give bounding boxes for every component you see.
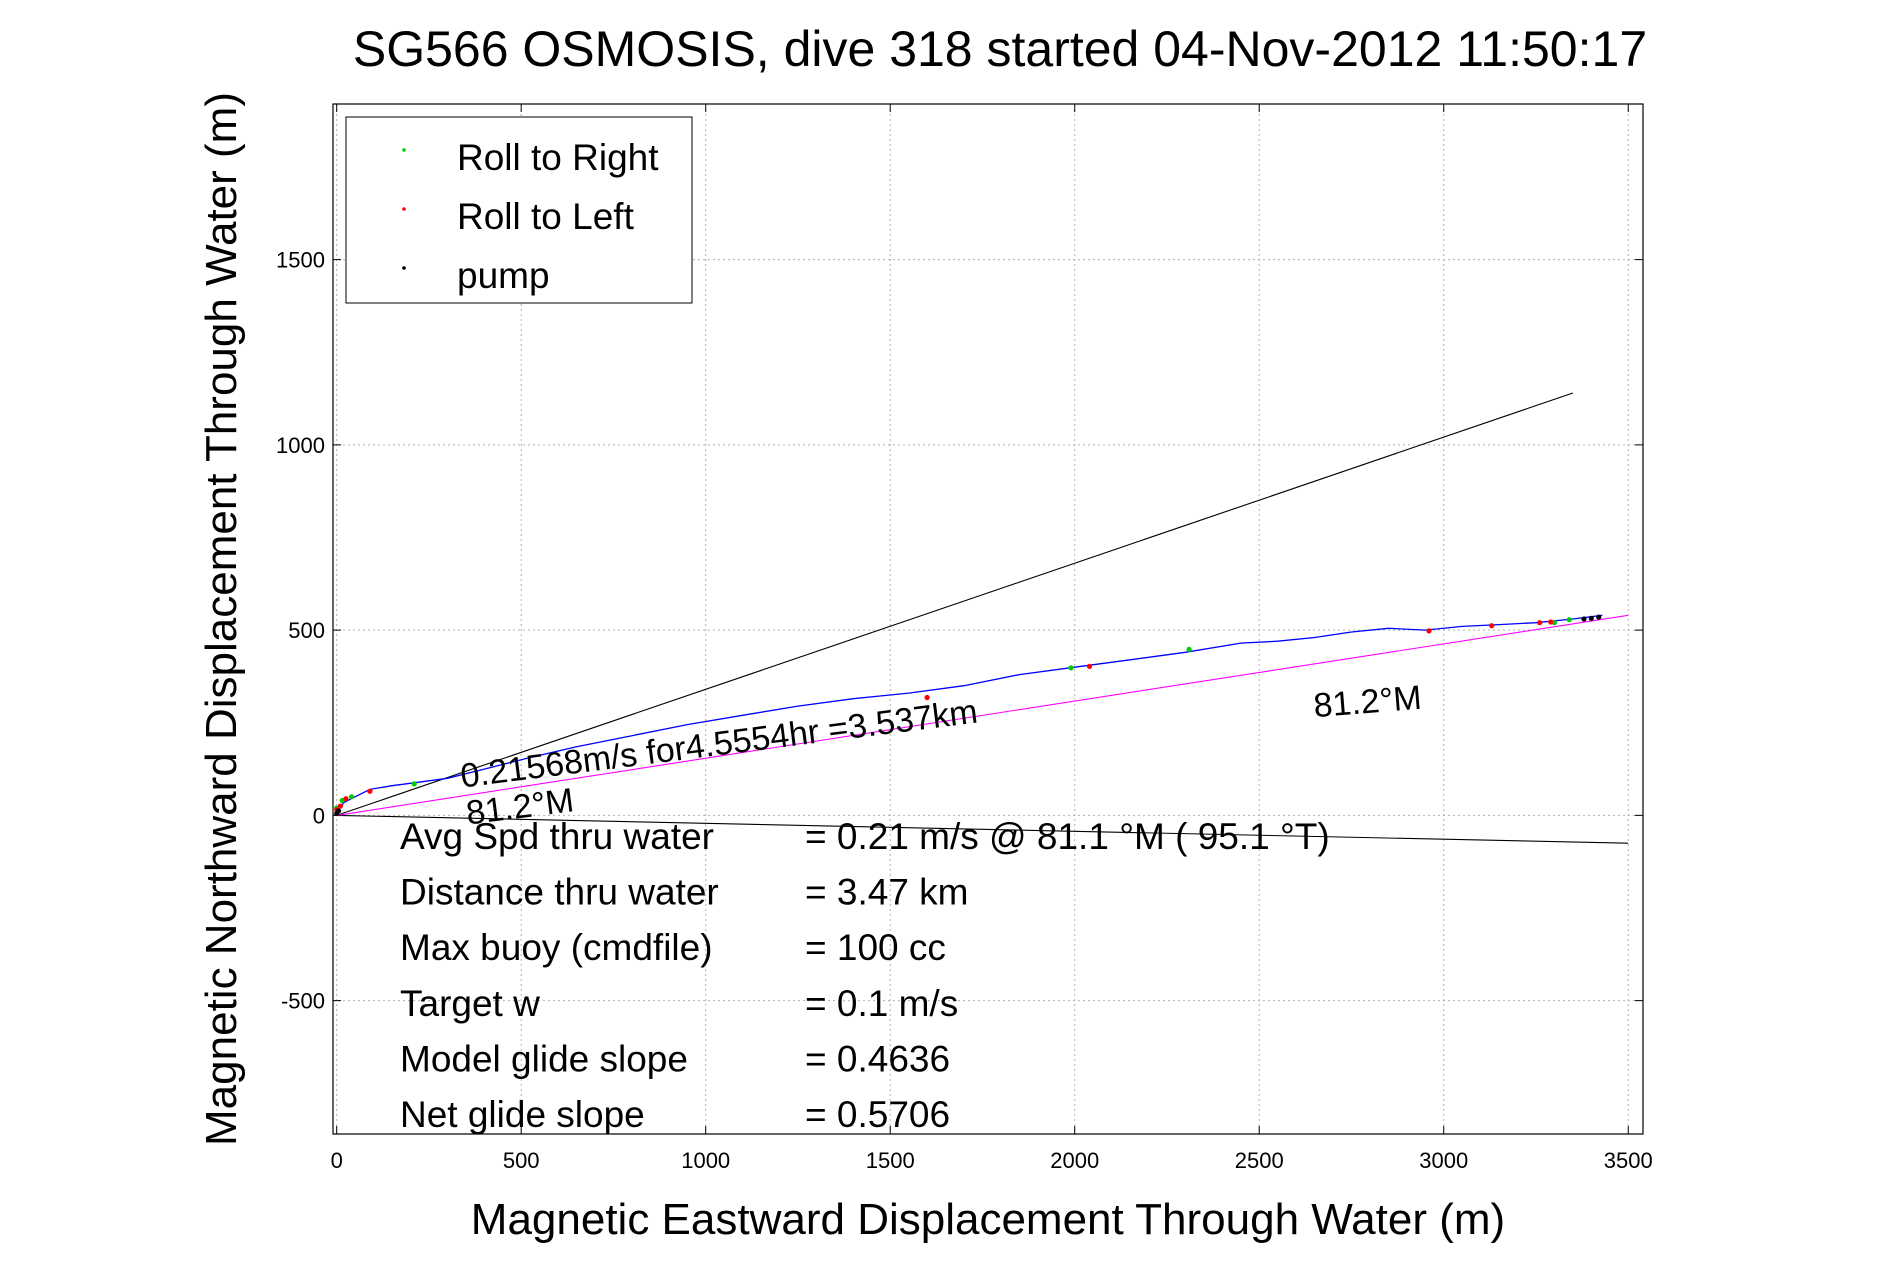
y-tick-label: 0 [313, 803, 325, 828]
annotations-layer: 0.21568m/s for4.5554hr =3.537km81.2°M81.… [458, 679, 1423, 833]
marker-roll-left [1548, 619, 1554, 625]
legend-marker-roll-right [402, 148, 406, 152]
marker-roll-left [343, 796, 349, 802]
x-tick-label: 3500 [1604, 1148, 1653, 1173]
marker-roll-left [337, 803, 343, 809]
marker-roll-right [1186, 646, 1192, 653]
marker-roll-right [1068, 665, 1074, 671]
stat-label: Net glide slope [400, 1094, 645, 1135]
legend-label-roll-left: Roll to Left [457, 196, 635, 237]
legend: Roll to Right Roll to Left pump [345, 116, 693, 304]
x-tick-label: 2500 [1235, 1148, 1284, 1173]
series-heading-line [336, 614, 1629, 816]
x-tick-label: 500 [503, 1148, 540, 1173]
marker-roll-left [1426, 628, 1432, 634]
stat-label: Distance thru water [400, 872, 719, 913]
stat-label: Model glide slope [400, 1038, 688, 1079]
marker-pump [1588, 615, 1594, 621]
y-tick-label: 1500 [276, 248, 325, 273]
stat-value: = 0.21 m/s @ 81.1 °M ( 95.1 °T) [805, 816, 1330, 857]
legend-marker-roll-left [402, 207, 406, 211]
y-ticks: -500 0 500 1000 1500 [276, 248, 1643, 1014]
grid-lines [333, 104, 1643, 1134]
stat-label: Max buoy (cmdfile) [400, 927, 713, 968]
marker-roll-left [924, 694, 930, 701]
marker-pump [1596, 614, 1602, 620]
stat-value: = 100 cc [805, 927, 946, 968]
stat-value: = 0.5706 [805, 1094, 950, 1135]
x-tick-label: 2000 [1050, 1148, 1099, 1173]
marker-roll-left [1489, 623, 1495, 629]
series-layer [334, 392, 1629, 844]
stat-label: Target w [400, 983, 540, 1024]
x-tick-label: 1000 [681, 1148, 730, 1173]
legend-marker-pump [402, 266, 406, 270]
y-tick-label: 500 [288, 618, 325, 643]
marker-roll-left [367, 788, 373, 794]
x-axis-label: Magnetic Eastward Displacement Through W… [471, 1195, 1505, 1244]
series-bound-upper [336, 392, 1574, 816]
plot-area [332, 103, 1644, 1135]
marker-roll-right [1566, 617, 1572, 623]
stat-value: = 0.4636 [805, 1038, 950, 1079]
y-tick-label: -500 [281, 989, 325, 1014]
x-tick-label: 3000 [1419, 1148, 1468, 1173]
x-tick-label: 0 [331, 1148, 343, 1173]
marker-roll-right [348, 794, 355, 800]
marker-pump [335, 808, 342, 814]
stat-value: = 0.1 m/s [805, 983, 958, 1024]
x-ticks: 0 500 1000 1500 2000 2500 3000 3500 [331, 104, 1653, 1173]
y-tick-label: 1000 [276, 433, 325, 458]
x-tick-label: 1500 [866, 1148, 915, 1173]
marker-roll-left [1086, 663, 1093, 670]
chart-title: SG566 OSMOSIS, dive 318 started 04-Nov-2… [353, 21, 1647, 77]
stat-value: = 3.47 km [805, 872, 969, 913]
legend-label-pump: pump [457, 255, 550, 296]
annotation-text: 81.2°M [1312, 679, 1423, 725]
legend-label-roll-right: Roll to Right [457, 137, 659, 178]
series-track [336, 614, 1603, 813]
stats-layer: Avg Spd thru water = 0.21 m/s @ 81.1 °M (… [400, 816, 1330, 1135]
y-axis-label: Magnetic Northward Displacement Through … [197, 92, 246, 1146]
series-bound-lower [336, 814, 1629, 844]
marker-pump [1581, 616, 1587, 622]
stat-label: Avg Spd thru water [400, 816, 714, 857]
marker-roll-left [1537, 620, 1543, 626]
marker-roll-right [411, 781, 417, 787]
annotation-text: 0.21568m/s for4.5554hr =3.537km [458, 693, 979, 796]
